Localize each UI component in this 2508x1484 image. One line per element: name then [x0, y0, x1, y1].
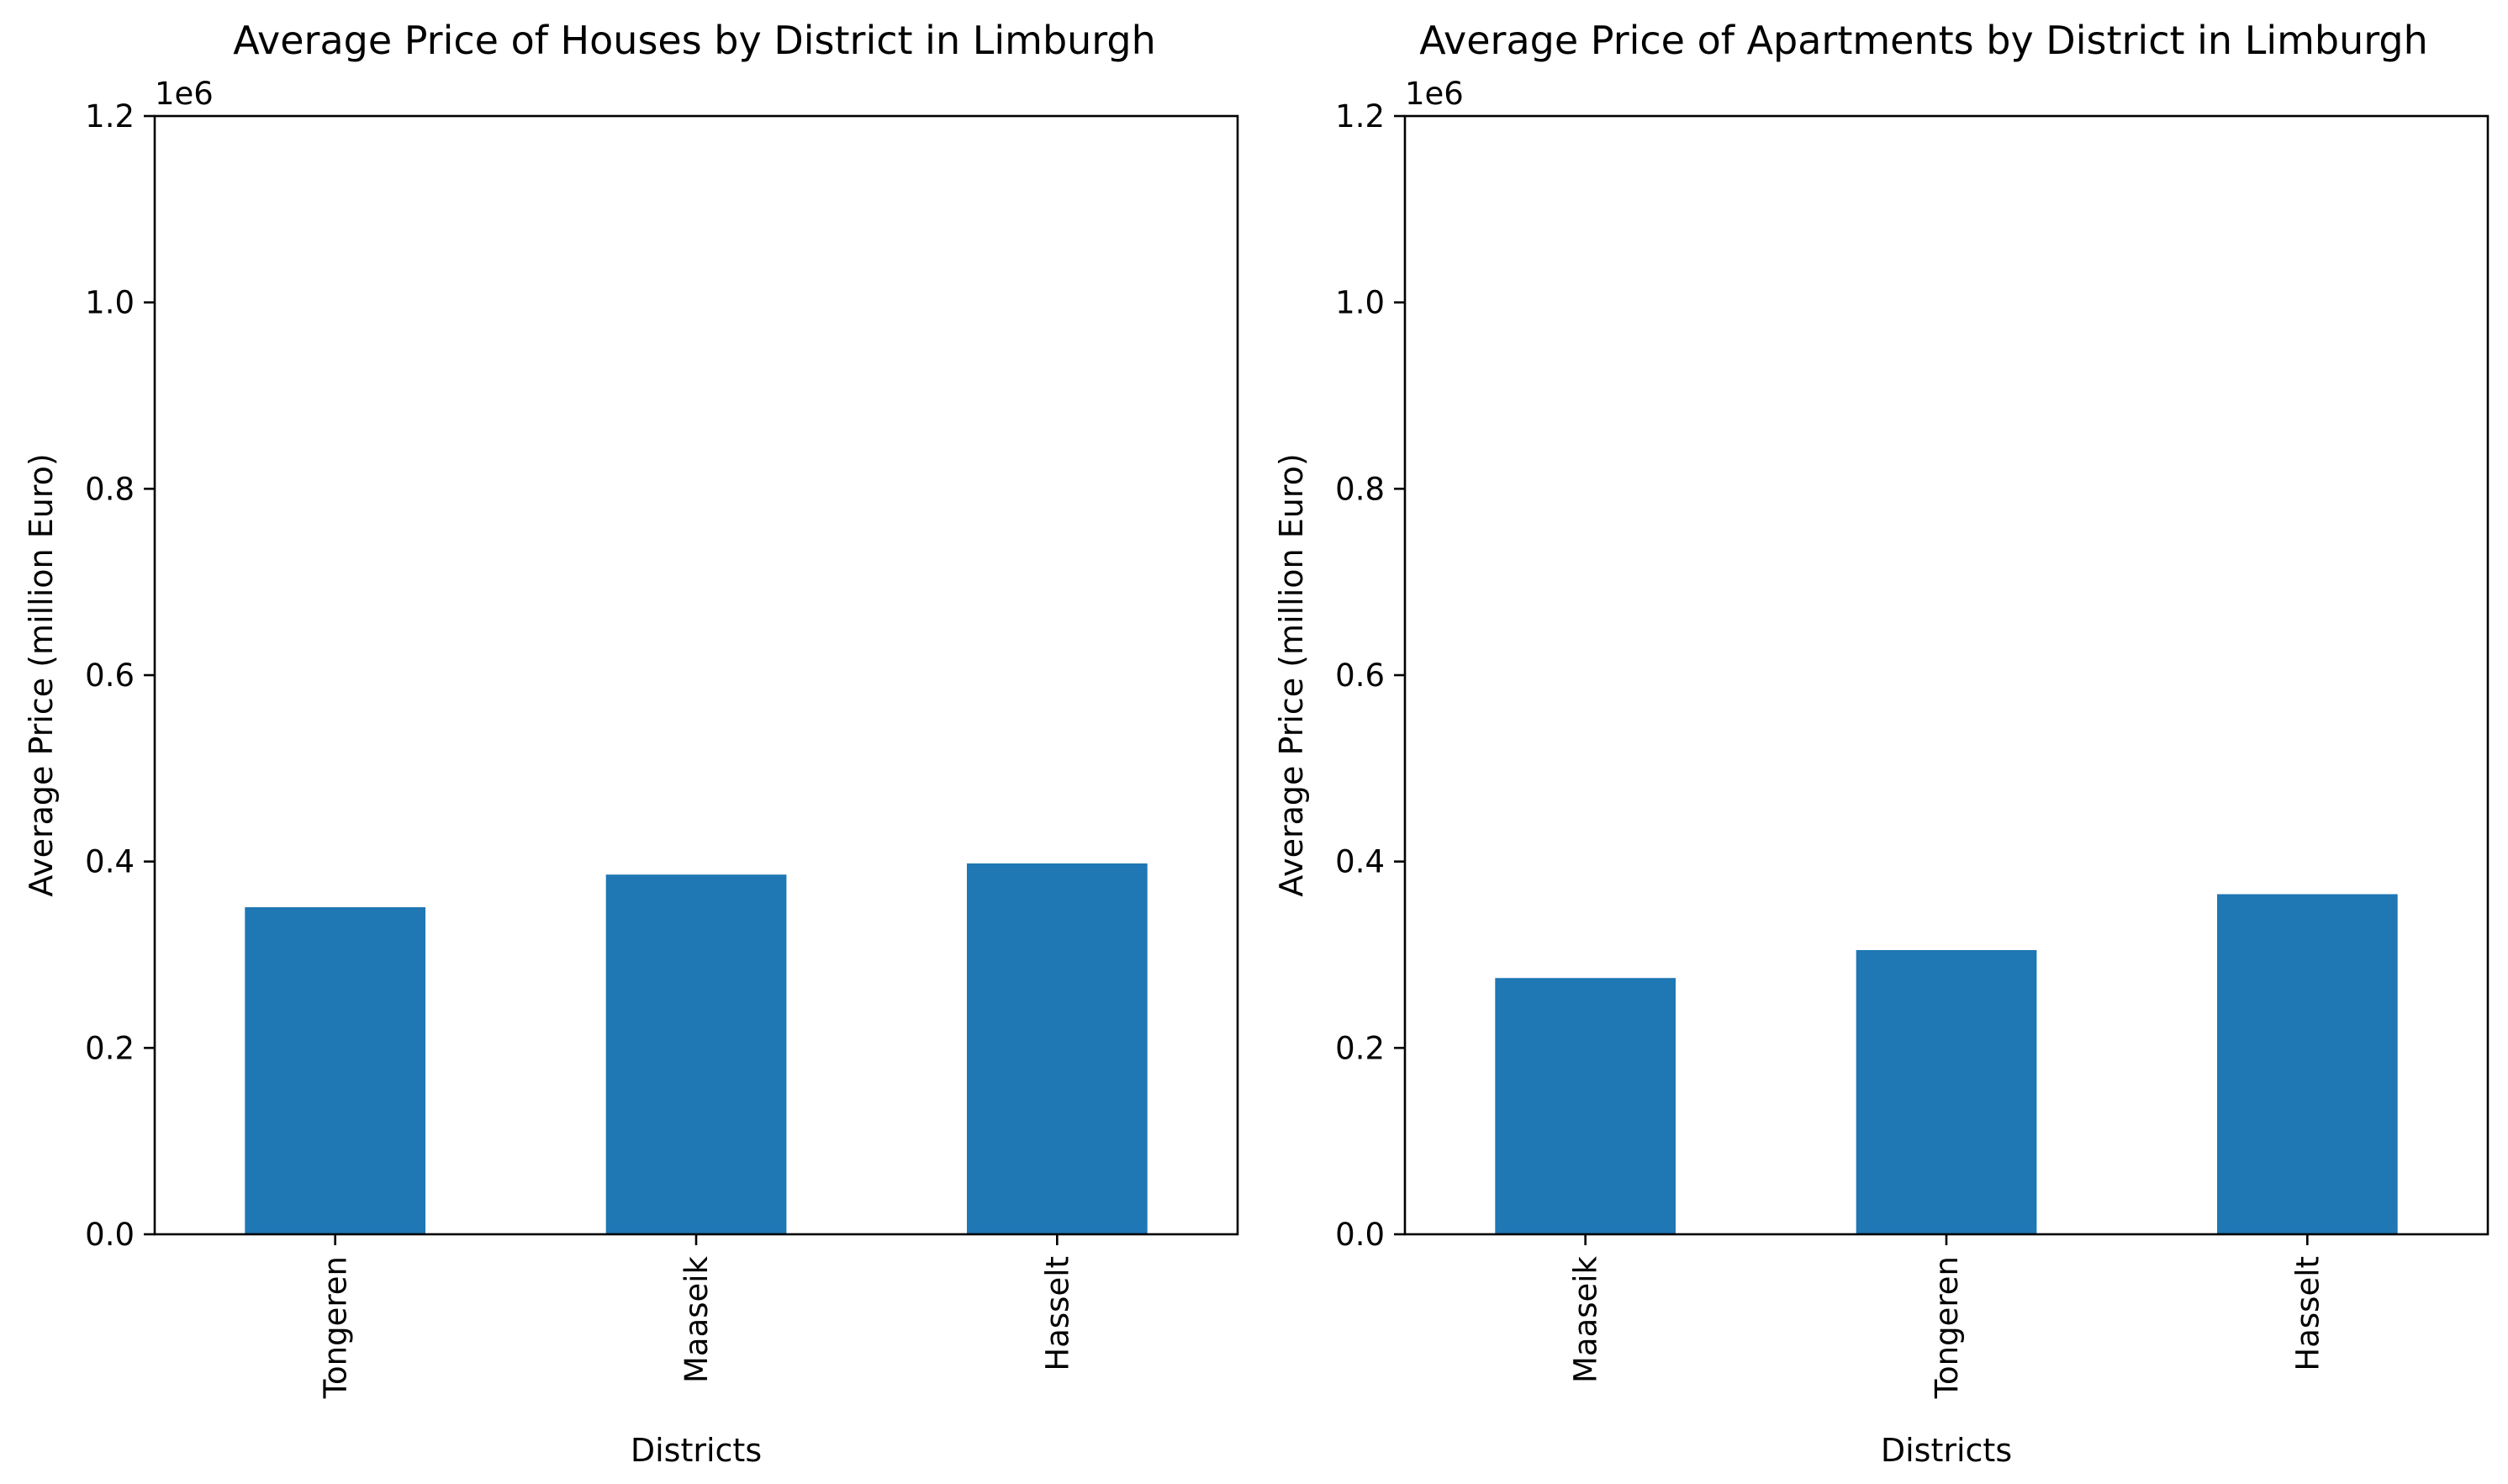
- houses-y-tick-label: 0.6: [85, 658, 135, 694]
- apartments-y-offset-label: 1e6: [1405, 76, 1464, 112]
- apartments-bar-hasselt: [2217, 894, 2398, 1234]
- apartments-bar-tongeren: [1856, 950, 2037, 1234]
- houses-y-tick-label: 0.0: [85, 1217, 135, 1253]
- apartments-x-axis-label: Districts: [1881, 1432, 2012, 1469]
- houses-bar-maaseik: [605, 874, 787, 1234]
- houses-y-tick-label: 1.0: [85, 285, 135, 321]
- apartments-y-tick-label: 0.4: [1335, 844, 1385, 880]
- apartments-y-ticks: 0.0 0.2 0.4 0.6 0.8 1.0 1.2: [1335, 98, 1405, 1253]
- apartments-y-tick-label: 0.2: [1335, 1030, 1385, 1066]
- apartments-chart-title: Average Price of Apartments by District …: [1419, 18, 2427, 63]
- apartments-y-tick-label: 0.0: [1335, 1217, 1385, 1253]
- houses-bar-tongeren: [245, 907, 425, 1234]
- apartments-x-tick-label: Tongeren: [1929, 1256, 1965, 1399]
- apartments-x-ticks: Maaseik Tongeren Hasselt: [1568, 1234, 2326, 1399]
- houses-chart: Average Price of Houses by District in L…: [23, 18, 1239, 1469]
- houses-x-tick-label: Hasselt: [1039, 1256, 1075, 1371]
- apartments-y-axis-label: Average Price (million Euro): [1273, 453, 1310, 896]
- apartments-y-tick-label: 1.0: [1335, 285, 1385, 321]
- houses-y-tick-label: 0.8: [85, 471, 135, 507]
- apartments-y-tick-label: 0.8: [1335, 471, 1385, 507]
- houses-x-tick-label: Tongeren: [318, 1256, 354, 1399]
- houses-chart-title: Average Price of Houses by District in L…: [233, 18, 1156, 63]
- houses-bars: [245, 863, 1148, 1234]
- apartments-chart: Average Price of Apartments by District …: [1273, 18, 2490, 1469]
- houses-y-tick-label: 1.2: [85, 98, 135, 135]
- houses-y-offset-label: 1e6: [155, 76, 214, 112]
- apartments-x-tick-label: Maaseik: [1568, 1255, 1604, 1383]
- apartments-y-tick-label: 1.2: [1335, 98, 1385, 135]
- houses-plot-frame: [153, 114, 1239, 1236]
- apartments-plot-frame: [1403, 114, 2490, 1236]
- houses-y-tick-label: 0.2: [85, 1030, 135, 1066]
- houses-y-tick-label: 0.4: [85, 844, 135, 880]
- apartments-bar-maaseik: [1495, 978, 1676, 1234]
- houses-x-axis-label: Districts: [631, 1432, 762, 1469]
- houses-y-axis-label: Average Price (million Euro): [23, 453, 60, 896]
- apartments-y-tick-label: 0.6: [1335, 658, 1385, 694]
- apartments-bars: [1495, 894, 2398, 1234]
- houses-x-ticks: Tongeren Maaseik Hasselt: [318, 1234, 1075, 1399]
- houses-y-ticks: 0.0 0.2 0.4 0.6 0.8 1.0 1.2: [85, 98, 155, 1253]
- houses-bar-hasselt: [967, 863, 1148, 1234]
- houses-x-tick-label: Maaseik: [678, 1255, 715, 1383]
- apartments-x-tick-label: Hasselt: [2289, 1256, 2326, 1371]
